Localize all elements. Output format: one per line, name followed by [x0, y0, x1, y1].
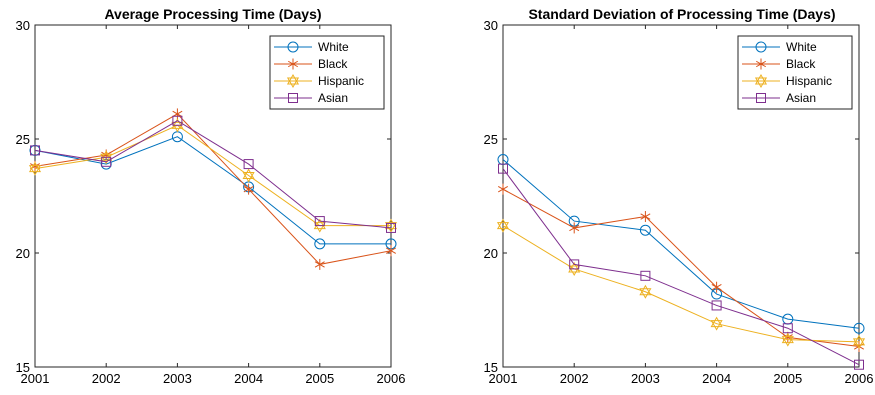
right-series-line-black — [502, 188, 860, 347]
left-point-hispanic — [171, 118, 184, 133]
right-legend-marker-asian — [756, 93, 766, 103]
right-point-black — [640, 211, 651, 223]
left-point-asian — [243, 159, 254, 170]
left-legend-marker-white — [287, 41, 299, 53]
left-point-black — [172, 108, 183, 120]
right-x-tick-label: 2001 — [489, 371, 518, 386]
right-point-hispanic — [568, 261, 581, 276]
left-point-hispanic — [384, 218, 398, 233]
right-series-line-asian — [502, 168, 860, 366]
right-legend-label-asian: Asian — [786, 91, 816, 105]
right-chart: Standard Deviation of Processing Time (D… — [484, 6, 874, 386]
left-point-asian — [101, 156, 112, 167]
left-chart: Average Processing Time (Days) 2001 2002 2… — [16, 6, 406, 386]
right-plot-area: 2001 2002 2003 2004 2005 2006 15 20 25 30 White Bla… — [484, 18, 874, 386]
left-point-hispanic — [28, 161, 42, 176]
right-point-hispanic — [639, 284, 652, 299]
left-x-tick-label: 2004 — [234, 371, 263, 386]
left-legend-label-asian: Asian — [318, 91, 348, 105]
right-legend-label-hispanic: Hispanic — [786, 74, 832, 88]
left-point-hispanic — [242, 168, 255, 183]
right-point-asian — [782, 323, 793, 334]
right-point-hispanic — [781, 332, 794, 347]
right-point-black — [497, 183, 509, 195]
left-series-line-white — [34, 136, 391, 245]
left-x-tick-label: 2001 — [21, 371, 50, 386]
right-series-line-hispanic — [502, 225, 860, 343]
right-y-tick-label: 15 — [484, 360, 498, 375]
left-point-asian — [314, 216, 325, 227]
left-legend: White Black Hispanic Asian — [269, 35, 385, 110]
left-legend-label-white: White — [318, 40, 349, 54]
left-legend-label-hispanic: Hispanic — [318, 74, 364, 88]
left-point-black — [314, 258, 325, 270]
right-point-asian — [498, 163, 508, 174]
right-x-tick-label: 2002 — [560, 371, 589, 386]
left-legend-marker-asian — [288, 93, 298, 103]
right-x-tick-label: 2004 — [702, 371, 731, 386]
right-chart-title: Standard Deviation of Processing Time (D… — [528, 6, 835, 22]
right-point-white — [639, 224, 651, 236]
left-series-line-black — [34, 113, 392, 265]
left-y-tick-label: 25 — [16, 132, 30, 147]
left-legend-marker-hispanic — [286, 74, 300, 88]
left-point-hispanic — [313, 218, 326, 233]
right-x-tick-label: 2006 — [845, 371, 874, 386]
left-legend-label-black: Black — [318, 57, 348, 71]
left-chart-title: Average Processing Time (Days) — [104, 6, 321, 22]
right-y-tick-label: 20 — [484, 246, 498, 261]
left-point-black — [385, 245, 397, 257]
left-point-hispanic — [100, 150, 113, 165]
left-y-tick-label: 15 — [16, 360, 30, 375]
left-y-tick-label: 30 — [16, 18, 30, 33]
right-legend-marker-white — [755, 41, 767, 53]
right-point-hispanic — [710, 316, 723, 331]
right-legend-label-black: Black — [786, 57, 816, 71]
right-point-white — [853, 322, 865, 334]
right-y-tick-label: 30 — [484, 18, 498, 33]
left-x-tick-label: 2005 — [305, 371, 334, 386]
left-plot-area: 2001 2002 2003 2004 2005 2006 15 20 25 30 White Bla… — [16, 18, 406, 386]
right-point-asian — [854, 359, 864, 370]
right-point-hispanic — [852, 334, 866, 349]
right-point-black — [711, 281, 722, 293]
right-point-asian — [711, 300, 722, 311]
left-point-asian — [30, 145, 40, 156]
right-y-tick-label: 25 — [484, 132, 498, 147]
left-point-asian — [172, 115, 183, 126]
right-x-tick-label: 2003 — [631, 371, 660, 386]
right-series-line-white — [502, 159, 860, 329]
right-point-asian — [569, 259, 580, 270]
left-x-tick-label: 2002 — [92, 371, 121, 386]
left-point-asian — [386, 222, 396, 233]
right-legend: White Black Hispanic Asian — [737, 35, 853, 110]
left-y-tick-label: 20 — [16, 246, 30, 261]
left-x-tick-label: 2006 — [377, 371, 406, 386]
left-point-white — [314, 238, 326, 250]
left-series-line-hispanic — [34, 124, 391, 227]
left-legend-marker-black — [287, 58, 299, 70]
right-point-black — [569, 222, 580, 234]
left-series-line-asian — [34, 120, 392, 229]
right-x-tick-label: 2005 — [773, 371, 802, 386]
right-legend-marker-black — [755, 58, 767, 70]
right-legend-marker-hispanic — [754, 74, 768, 88]
left-x-tick-label: 2003 — [163, 371, 192, 386]
right-point-asian — [640, 270, 651, 281]
right-legend-label-white: White — [786, 40, 817, 54]
right-point-hispanic — [496, 218, 510, 233]
left-point-black — [243, 183, 254, 195]
